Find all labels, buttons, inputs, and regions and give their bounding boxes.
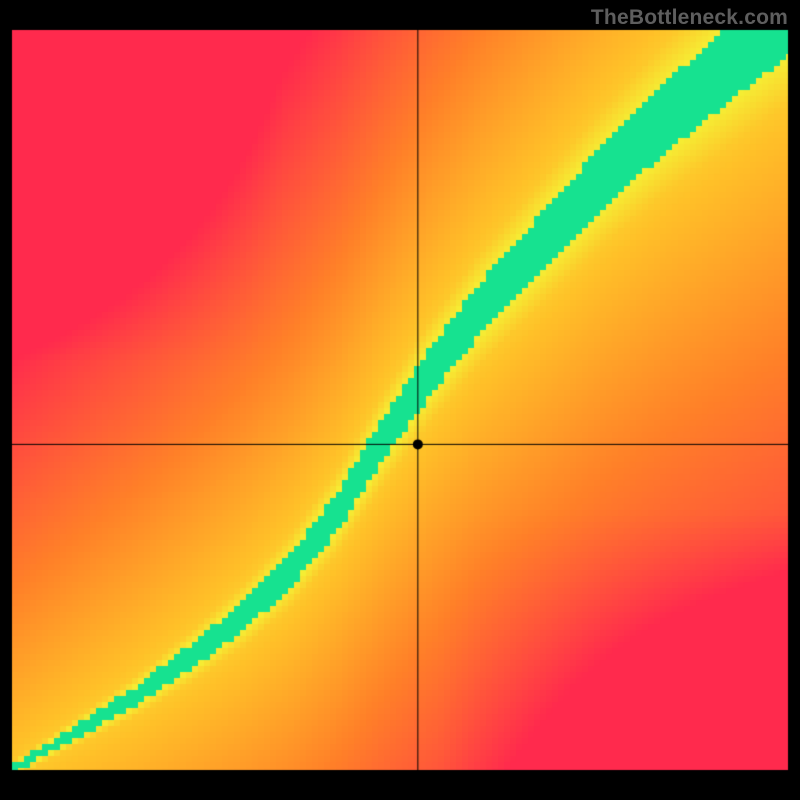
- chart-container: TheBottleneck.com: [0, 0, 800, 800]
- heatmap-canvas: [0, 0, 800, 800]
- watermark-text: TheBottleneck.com: [591, 6, 788, 30]
